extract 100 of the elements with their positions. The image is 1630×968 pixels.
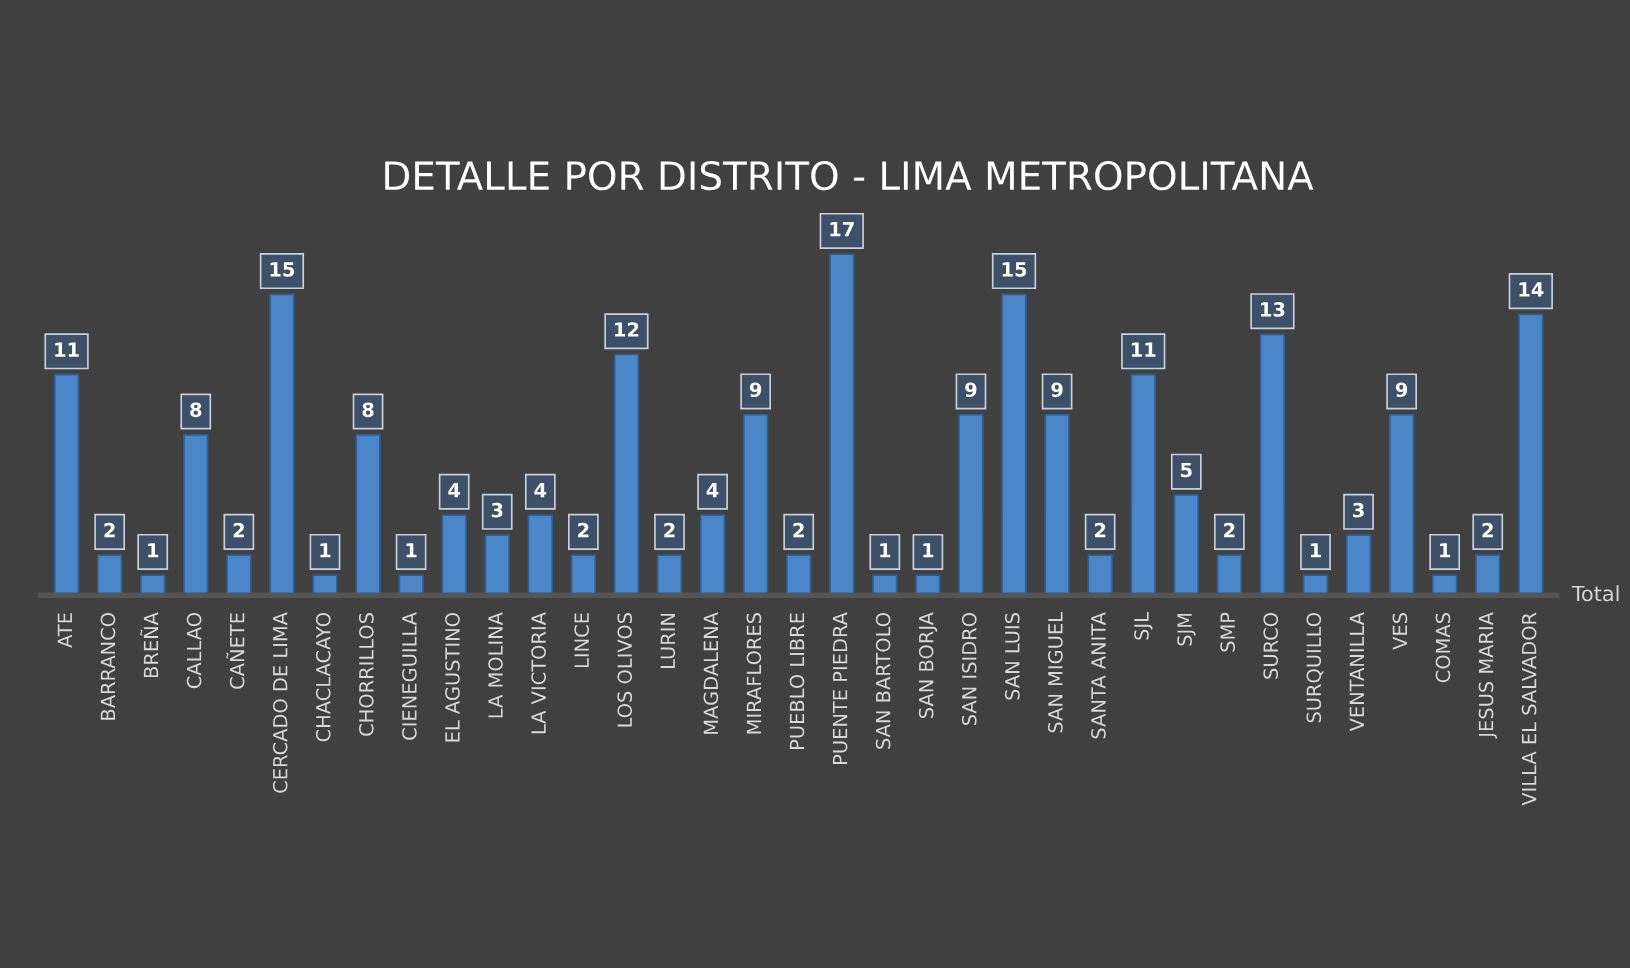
data-label: 2 xyxy=(793,522,804,538)
data-label: 9 xyxy=(749,382,762,398)
bar xyxy=(140,574,166,596)
data-label: 1 xyxy=(1310,543,1321,558)
x-tick-label: SURQUILLO xyxy=(1306,613,1324,723)
x-tick-label: LINCE xyxy=(574,613,590,668)
data-label: 2 xyxy=(1094,522,1106,538)
x-tick-label: JESUS MARIA xyxy=(1478,612,1497,739)
series-label: Total xyxy=(1571,585,1619,602)
bar xyxy=(1475,554,1501,596)
bar xyxy=(484,534,510,596)
data-label: 1 xyxy=(880,543,891,558)
data-label: 2 xyxy=(578,522,589,538)
data-label: 2 xyxy=(1224,522,1235,538)
bar xyxy=(183,433,209,596)
x-tick-label: CIENEGUILLA xyxy=(402,612,417,740)
data-label: 12 xyxy=(615,322,639,337)
bar xyxy=(1432,574,1458,596)
x-tick-label: LURIN xyxy=(660,613,676,668)
data-label: 11 xyxy=(55,342,79,357)
x-tick-label: LOS OLIVOS xyxy=(617,613,633,727)
data-label: 1 xyxy=(320,543,331,558)
x-tick-label: MIRAFLORES xyxy=(746,613,762,734)
data-label: 1 xyxy=(923,543,934,558)
bar xyxy=(398,574,424,596)
x-tick-label: VILLA EL SALVADOR xyxy=(1521,612,1537,806)
data-label: 4 xyxy=(534,482,547,498)
bar xyxy=(269,293,295,596)
data-label: 13 xyxy=(1261,302,1285,317)
data-label: 2 xyxy=(104,522,115,538)
bar xyxy=(699,514,726,596)
x-tick-label: BREÑA xyxy=(140,612,159,678)
x-tick-label: CHORRILLOS xyxy=(358,613,374,736)
bar xyxy=(656,554,683,596)
data-label: 17 xyxy=(830,222,854,237)
data-label: 2 xyxy=(1482,522,1493,538)
bar xyxy=(226,554,252,596)
bar xyxy=(872,574,898,596)
x-tick-label: SJL xyxy=(1134,612,1153,640)
bar xyxy=(53,373,80,596)
x-tick-label: LA VICTORIA xyxy=(531,612,546,734)
x-tick-label: LA MOLINA xyxy=(488,612,503,718)
data-label: 9 xyxy=(1395,382,1408,398)
bar xyxy=(570,554,597,596)
bar xyxy=(1001,293,1027,596)
data-label: 15 xyxy=(1002,262,1027,277)
data-label: 2 xyxy=(664,522,675,538)
bar xyxy=(829,253,855,596)
bar xyxy=(96,554,123,596)
data-label: 14 xyxy=(1519,282,1544,297)
data-label: 15 xyxy=(270,262,295,277)
data-label: 3 xyxy=(1353,502,1364,518)
x-tick-label: VES xyxy=(1392,613,1408,650)
bar xyxy=(1518,313,1544,596)
data-label: 9 xyxy=(1051,382,1063,398)
data-label: 5 xyxy=(1181,462,1192,478)
x-tick-label: EL AGUSTINO xyxy=(445,613,460,742)
x-tick-label: PUEBLO LIBRE xyxy=(789,613,805,749)
x-tick-label: CHACLACAYO xyxy=(315,613,331,742)
bar xyxy=(1388,413,1415,596)
bar xyxy=(958,413,984,596)
x-tick-label: SAN ISIDRO xyxy=(961,613,977,726)
data-label: 9 xyxy=(965,382,977,398)
x-tick-label: COMAS xyxy=(1435,613,1451,683)
x-tick-label: SMP xyxy=(1220,612,1235,652)
x-tick-label: SANTA ANITA xyxy=(1091,612,1106,739)
x-tick-label: CAÑETE xyxy=(226,613,245,689)
x-tick-label: CERCADO DE LIMA xyxy=(272,612,288,793)
data-label: 1 xyxy=(148,543,159,558)
data-label: 8 xyxy=(190,402,202,418)
data-label: 1 xyxy=(406,543,417,558)
chart-title: DETALLE POR DISTRITO - LIMA METROPOLITANA xyxy=(385,160,1314,191)
bar xyxy=(1345,534,1372,596)
data-label: 2 xyxy=(233,522,244,538)
bar xyxy=(1130,373,1156,596)
data-label: 4 xyxy=(448,482,461,498)
data-label: 3 xyxy=(491,502,503,518)
bar xyxy=(1087,554,1113,596)
x-tick-label: CALLAO xyxy=(186,613,202,689)
bar xyxy=(355,433,381,596)
x-tick-label: SAN LUIS xyxy=(1004,613,1020,700)
data-label: 4 xyxy=(706,482,719,498)
bar xyxy=(613,353,640,596)
bar xyxy=(915,574,941,596)
bar xyxy=(786,554,812,596)
bar xyxy=(441,514,467,596)
bar xyxy=(1173,494,1199,596)
bar xyxy=(1216,554,1243,596)
x-tick-label: SAN BORJA xyxy=(918,612,938,718)
x-tick-label: SAN MIGUEL xyxy=(1048,612,1063,733)
x-tick-label: VENTANILLA xyxy=(1349,612,1364,732)
bar xyxy=(742,413,769,596)
bar xyxy=(1044,413,1070,596)
data-label: 11 xyxy=(1131,342,1156,357)
x-tick-label: BARRANCO xyxy=(100,613,116,720)
bar xyxy=(1259,333,1286,596)
x-tick-label: SJM xyxy=(1177,613,1196,646)
data-label: 8 xyxy=(362,402,374,418)
x-tick-label: MAGDALENA xyxy=(703,612,719,734)
bar xyxy=(1302,574,1329,596)
